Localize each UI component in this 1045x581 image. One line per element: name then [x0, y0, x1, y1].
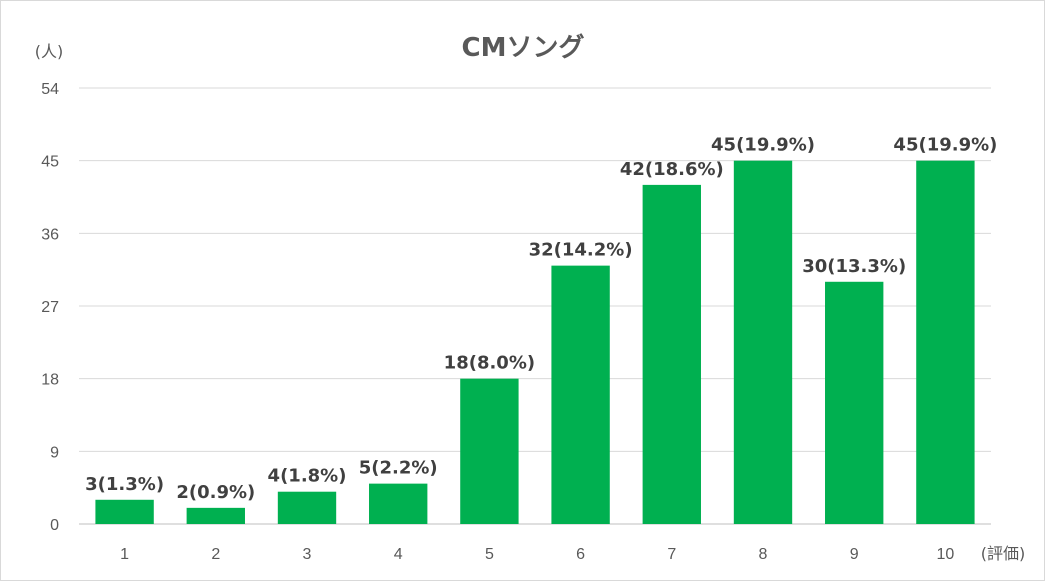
bar — [95, 499, 154, 524]
data-label: 42(18.6%) — [620, 159, 724, 180]
data-label: 5(2.2%) — [359, 458, 438, 479]
bar — [460, 378, 519, 524]
x-tick-label: 6 — [576, 546, 585, 563]
x-tick-label: 8 — [759, 546, 768, 563]
x-axis-unit: (評価) — [981, 544, 1026, 563]
x-tick-label: 4 — [394, 546, 403, 563]
bars — [95, 160, 975, 524]
y-tick-label: 45 — [41, 154, 59, 171]
y-tick-label: 36 — [41, 226, 59, 243]
bar — [642, 184, 701, 524]
data-label: 32(14.2%) — [529, 240, 633, 261]
y-tick-label: 9 — [50, 444, 59, 461]
data-label: 18(8.0%) — [444, 353, 535, 374]
bar — [916, 160, 975, 524]
y-tick-label: 0 — [50, 517, 59, 534]
y-axis-ticks: 0 9 18 27 36 45 54 — [41, 81, 59, 534]
data-label: 3(1.3%) — [85, 474, 164, 495]
x-tick-label: 2 — [211, 546, 220, 563]
data-label: 2(0.9%) — [176, 482, 255, 503]
x-tick-label: 10 — [937, 546, 955, 563]
data-label: 45(19.9%) — [893, 135, 997, 156]
bar — [733, 160, 793, 524]
x-tick-label: 1 — [120, 546, 129, 563]
y-axis-unit: (人) — [35, 42, 64, 61]
y-tick-label: 27 — [41, 299, 59, 316]
x-axis-ticks: 1 2 3 4 5 6 7 8 9 10 — [120, 546, 954, 563]
bar — [551, 265, 610, 524]
bar — [277, 491, 337, 524]
bar — [186, 507, 245, 524]
data-label: 30(13.3%) — [802, 256, 906, 277]
bar — [825, 281, 884, 524]
x-tick-label: 7 — [667, 546, 676, 563]
data-label: 4(1.8%) — [268, 466, 347, 487]
x-tick-label: 5 — [485, 546, 494, 563]
y-tick-label: 54 — [41, 81, 59, 98]
bar — [369, 483, 428, 524]
data-labels: 3(1.3%) 2(0.9%) 4(1.8%) 5(2.2%) 18(8.0%) 32(1… — [85, 135, 997, 503]
x-tick-label: 3 — [303, 546, 312, 563]
data-label: 45(19.9%) — [711, 135, 815, 156]
x-tick-label: 9 — [850, 546, 859, 563]
chart-title: CMソング — [462, 33, 585, 63]
gridlines — [79, 87, 991, 525]
y-tick-label: 18 — [41, 372, 59, 389]
